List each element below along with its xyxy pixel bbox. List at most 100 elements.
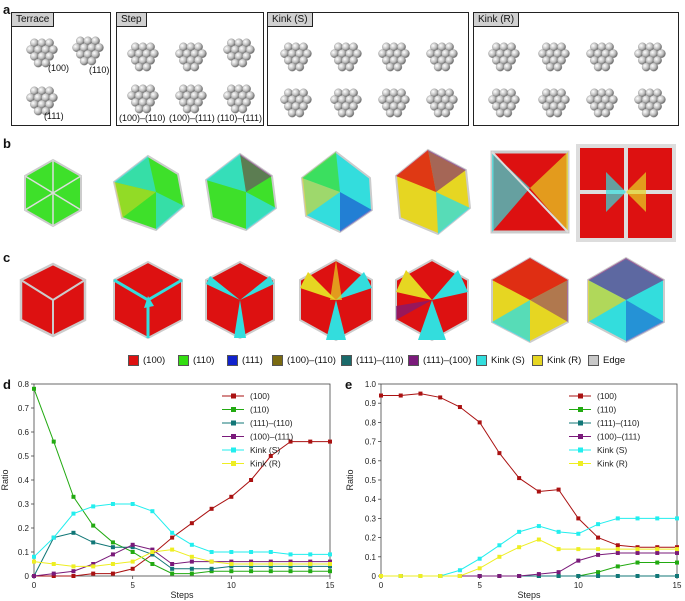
data-point [517,529,522,534]
y-tick-label: 0.8 [365,418,377,427]
data-point [130,559,135,564]
data-point [32,386,36,391]
x-tick-label: 0 [379,581,384,590]
data-point [308,562,313,566]
data-point [229,550,234,554]
legend-label: (100)–(111) [250,432,293,442]
y-tick-label: 0.5 [365,476,377,485]
data-point [635,547,640,552]
data-point [189,542,194,547]
sphere-cluster [378,42,410,72]
sphere-atom [349,102,358,111]
series-line [33,544,330,577]
data-point [91,504,96,509]
sphere-atom [91,50,100,59]
sphere-atom [393,108,403,118]
data-point [576,547,581,552]
data-point [71,530,76,535]
b-crystal-4 [300,150,374,234]
sphere-atom [299,102,308,111]
data-point [110,502,115,506]
sphere-atom [245,45,255,54]
sphere-cluster [538,42,570,72]
data-point [229,494,234,499]
series-line [33,388,330,575]
sphere-cluster [426,42,458,72]
data-point [170,530,175,535]
data-point [457,574,462,578]
kink-s-title: Kink (S) [268,13,313,27]
legend-swatch-111 [227,355,238,366]
y-tick-label: 0.3 [365,514,377,523]
sphere-atom [553,62,563,72]
legend-item-111: (111) [227,355,263,366]
sphere-atom [605,56,614,65]
data-point [150,547,155,552]
data-point [170,566,175,571]
data-point [170,562,175,566]
sphere-atom [495,62,505,72]
sphere-cluster [26,38,58,68]
legend-label: (110) [597,405,616,415]
legend-label: (100) [597,391,617,401]
data-point [328,569,332,574]
sphere-cluster [223,84,255,114]
terrace-label-100: (100) [48,63,70,73]
sphere-cluster [127,42,159,72]
sphere-atom [507,102,516,111]
sphere-cluster [280,88,312,118]
legend-marker [578,461,583,466]
data-point [229,559,234,564]
sphere-atom [510,49,520,58]
sphere-atom [230,58,240,68]
legend-swatch-111-110 [341,355,352,366]
data-point [556,574,561,578]
legend-marker [578,393,583,399]
legend-swatch-edge [588,355,599,366]
kink-r-box: Kink (R) [473,12,679,126]
data-point [615,574,620,578]
data-point [288,559,293,564]
legend-marker [578,407,583,412]
legend-item-110: (110) [178,355,214,366]
sphere-atom [238,104,248,114]
sphere-atom [605,102,614,111]
sphere-atom [295,62,305,72]
data-point [477,566,482,571]
sphere-atom [295,108,305,118]
sphere-atom [146,98,155,107]
data-point [655,516,660,521]
data-point [189,571,194,576]
sphere-atom [557,42,566,52]
sphere-cluster [634,88,666,118]
legend-marker [578,420,583,426]
data-point [675,574,679,578]
data-point [655,560,660,565]
legend-swatch-kink-s [476,355,487,366]
data-point [655,574,660,578]
sphere-atom [593,62,603,72]
sphere-atom [79,56,89,66]
data-point [615,516,620,521]
sphere-atom [302,49,312,58]
legend-item-111-110: (111)–(110) [341,355,404,366]
sphere-atom [385,62,395,72]
legend-marker [231,434,236,439]
data-point [438,395,443,400]
data-point [229,562,234,566]
legend-item-100: (100) [128,355,165,366]
sphere-atom [593,108,603,118]
sphere-atom [194,42,203,52]
step-title: Step [117,13,147,27]
sphere-atom [397,42,406,52]
data-point [675,560,679,565]
data-point [497,554,502,559]
data-point [536,524,541,529]
y-tick-label: 0.3 [18,500,30,509]
data-point [130,542,135,547]
legend-marker [578,447,583,453]
data-point [110,562,115,566]
data-point [71,511,76,516]
x-axis-label: Steps [517,590,541,600]
data-point [418,574,423,578]
